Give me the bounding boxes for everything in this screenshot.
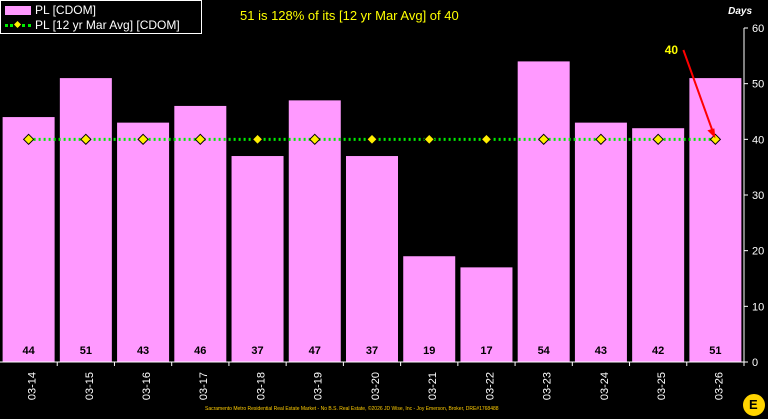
data-label-03-20: 37	[366, 345, 378, 357]
average-line-series	[22, 133, 722, 146]
bar-03-26	[689, 78, 742, 362]
data-label-03-15: 51	[80, 345, 92, 357]
bar-03-16	[117, 122, 170, 362]
bar-03-25	[632, 128, 685, 362]
average-marker-03-25	[652, 133, 664, 146]
average-marker-03-14	[22, 133, 35, 146]
average-marker-03-17	[194, 133, 207, 146]
y-tick-label-20: 20	[752, 246, 764, 258]
data-label-03-24: 43	[595, 345, 607, 357]
x-tick-label-03-18: 03-18	[255, 372, 267, 400]
x-tick-label-03-22: 03-22	[484, 372, 496, 400]
average-marker-03-21	[423, 133, 435, 146]
x-tick-label-03-14: 03-14	[27, 372, 39, 400]
x-tick-label-03-17: 03-17	[198, 372, 210, 400]
bar-series	[2, 61, 742, 363]
bar-03-20	[346, 156, 398, 362]
bar-03-21	[403, 256, 456, 362]
x-tick-label-03-21: 03-21	[427, 372, 439, 400]
x-tick-label-03-26: 03-26	[713, 372, 725, 400]
average-marker-03-22	[480, 133, 493, 146]
bar-03-24	[574, 122, 627, 362]
legend-bar-swatch	[5, 6, 31, 16]
data-label-03-19: 47	[309, 345, 321, 357]
average-marker-03-16	[137, 133, 149, 146]
x-tick-label-03-15: 03-15	[84, 372, 96, 400]
bar-03-23	[517, 61, 570, 363]
data-label-03-14: 44	[22, 345, 35, 357]
chart-title: 51 is 128% of its [12 yr Mar Avg] of 40	[240, 8, 459, 23]
average-marker-03-18	[251, 133, 264, 146]
callout-label: 40	[665, 43, 679, 57]
legend-label-avg: PL [12 yr Mar Avg] [CDOM]	[35, 18, 180, 32]
data-label-03-22: 17	[480, 345, 492, 357]
average-marker-03-20	[366, 133, 378, 146]
data-label-03-23: 54	[538, 345, 551, 357]
logo-letter: E	[749, 397, 758, 412]
x-tick-label-03-23: 03-23	[542, 372, 554, 400]
data-label-03-21: 19	[423, 345, 435, 357]
callout: 40	[665, 43, 716, 139]
legend: PL [CDOM] PL [12 yr Mar Avg] [CDOM]	[0, 0, 202, 34]
x-tick-label-03-25: 03-25	[656, 372, 668, 400]
average-marker-03-23	[537, 133, 550, 146]
x-axis: 03-14 03-15 03-16 03-17 03-18 03-19 03-20 03-21…	[0, 361, 745, 400]
average-marker-03-24	[595, 133, 607, 146]
average-marker-03-19	[309, 133, 321, 146]
x-tick-label-03-20: 03-20	[370, 372, 382, 400]
bar-03-17	[174, 105, 227, 362]
footer-credit: Sacramento Metro Residential Real Estate…	[205, 406, 499, 412]
data-label-03-25: 42	[652, 345, 664, 357]
bar-03-15	[59, 78, 112, 362]
y-axis: 0 10 20 30 40 50 60	[743, 23, 764, 369]
bar-03-18	[231, 156, 284, 362]
y-tick-label-50: 50	[752, 79, 764, 91]
x-tick-label-03-24: 03-24	[599, 372, 611, 400]
legend-line-swatch	[5, 21, 31, 30]
y-axis-unit: Days	[728, 6, 752, 17]
legend-item-avg: PL [12 yr Mar Avg] [CDOM]	[5, 17, 180, 33]
y-tick-label-0: 0	[752, 357, 758, 369]
callout-arrow	[682, 49, 715, 134]
data-label-03-26: 51	[709, 345, 721, 357]
y-tick-label-60: 60	[752, 23, 764, 35]
bar-03-14	[2, 117, 55, 362]
y-tick-label-10: 10	[752, 301, 764, 313]
x-tick-label-03-16: 03-16	[141, 372, 153, 400]
y-tick-label-40: 40	[752, 134, 764, 146]
average-marker-03-26	[709, 133, 722, 146]
legend-item-bars: PL [CDOM]	[5, 2, 96, 18]
legend-label-bars: PL [CDOM]	[35, 3, 96, 17]
data-labels: 44 51 43 46 37 47 37 19 17 54 43 42 51	[22, 345, 721, 357]
y-tick-label-30: 30	[752, 190, 764, 202]
x-tick-label-03-19: 03-19	[313, 372, 325, 400]
data-label-03-16: 43	[137, 345, 149, 357]
brand-logo: E	[742, 393, 766, 417]
data-label-03-18: 37	[251, 345, 263, 357]
data-label-03-17: 46	[194, 345, 206, 357]
average-marker-03-15	[80, 133, 92, 146]
callout-arrowhead	[707, 128, 716, 139]
bar-03-22	[460, 267, 513, 362]
